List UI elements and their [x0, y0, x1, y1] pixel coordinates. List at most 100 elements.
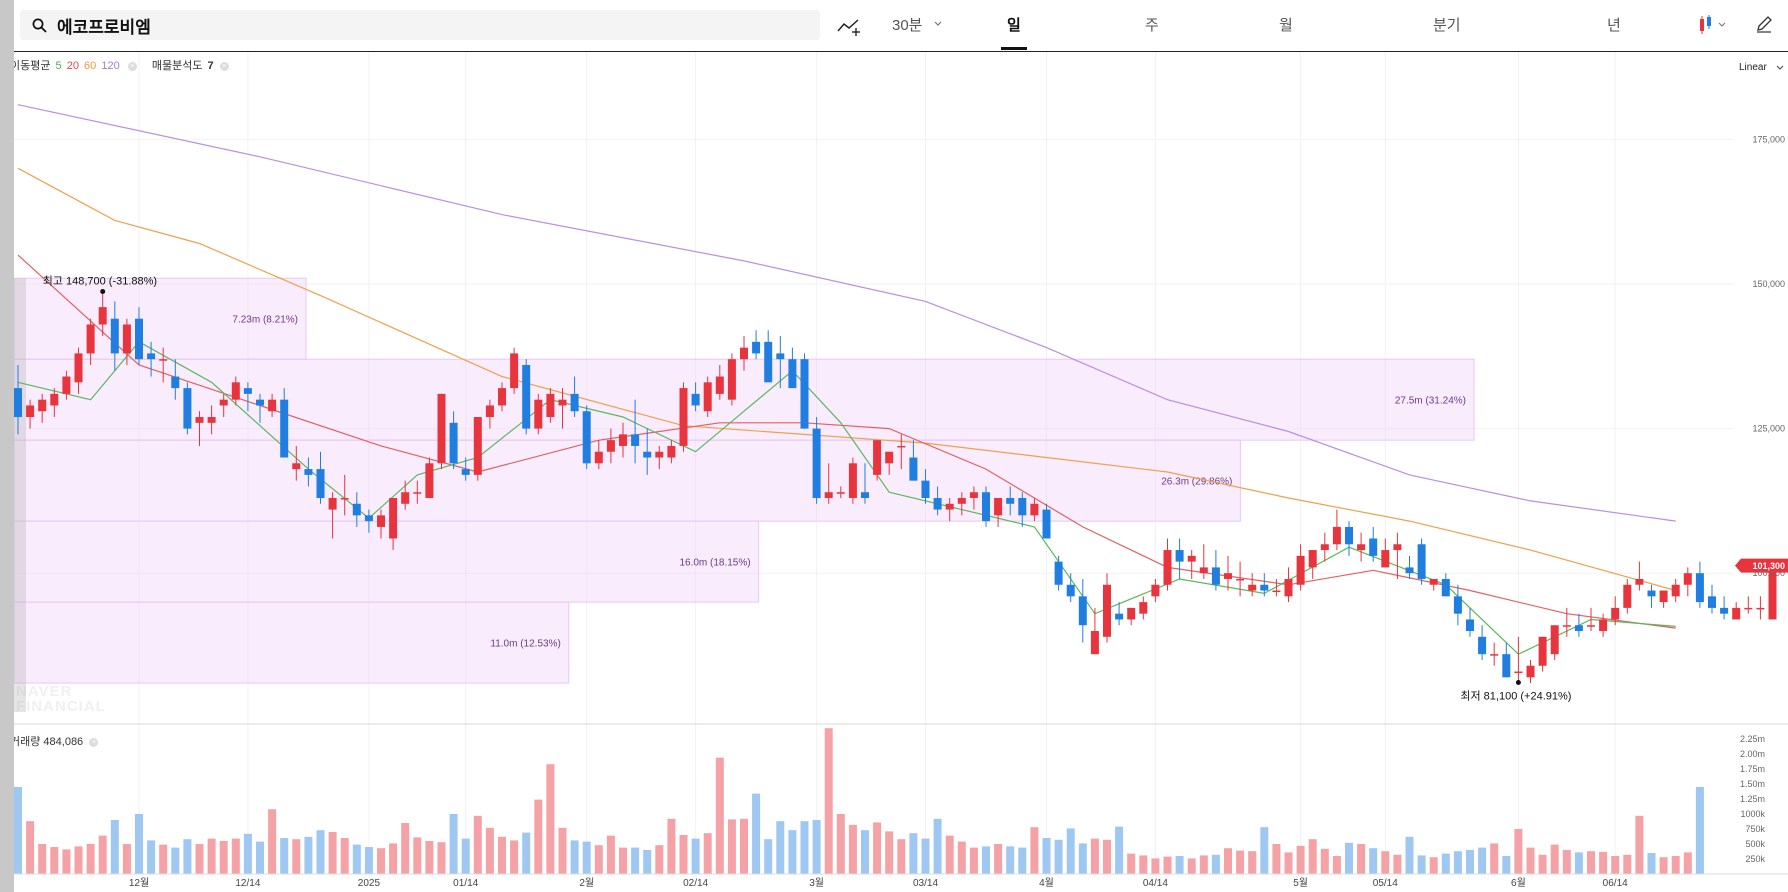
- candle-body: [1320, 544, 1329, 551]
- volume-bar: [1466, 850, 1474, 874]
- scale-chevron-icon[interactable]: [1776, 65, 1784, 71]
- volume-bar: [812, 820, 821, 874]
- remove-vp-icon[interactable]: ×: [219, 61, 229, 71]
- volume-bar: [897, 839, 906, 874]
- candle: [1332, 509, 1341, 551]
- chart-type-icon[interactable]: [1697, 14, 1727, 36]
- interval-select[interactable]: 30분: [892, 17, 923, 34]
- scale-mode[interactable]: Linear: [1739, 62, 1767, 73]
- volume-bar: [1683, 852, 1692, 874]
- candle: [1417, 538, 1426, 585]
- candle-body: [50, 393, 59, 406]
- candle: [86, 318, 95, 365]
- candle: [207, 405, 216, 435]
- volume-bar: [231, 838, 240, 874]
- candle-body: [38, 399, 47, 412]
- candle-body: [1490, 654, 1499, 656]
- candle-body: [1054, 561, 1063, 585]
- volume-axis-tick-label: 2.00m: [1740, 749, 1765, 759]
- candle: [437, 393, 446, 470]
- candle-body: [1308, 550, 1317, 568]
- volume-bar: [1562, 850, 1571, 874]
- tab-year[interactable]: 년: [1607, 17, 1621, 34]
- ma-5-value: 5: [55, 60, 62, 72]
- volume-bar: [1115, 826, 1124, 874]
- edit-pencil-icon[interactable]: [1754, 14, 1774, 34]
- volume-bar: [437, 842, 446, 874]
- volume-bar: [1453, 851, 1462, 874]
- candle-body: [1695, 573, 1704, 603]
- candle: [1502, 642, 1511, 678]
- candle-body: [606, 440, 615, 452]
- candle: [1078, 578, 1087, 643]
- volume-bar: [1139, 855, 1148, 874]
- candle: [62, 370, 71, 400]
- candle: [873, 440, 882, 481]
- volume-bar: [122, 844, 131, 874]
- tab-day[interactable]: 일: [1001, 14, 1027, 50]
- volume-bar: [1393, 854, 1402, 874]
- candle-body: [1683, 573, 1692, 585]
- candle: [994, 498, 1003, 527]
- candle-body: [1030, 503, 1039, 516]
- candle-body: [969, 492, 978, 498]
- x-axis-tick-label: 5월: [1293, 877, 1308, 889]
- candle: [1538, 636, 1547, 672]
- candle-body: [1006, 498, 1015, 504]
- volume-bar: [425, 841, 434, 874]
- candle-body: [1139, 602, 1148, 614]
- remove-volume-icon[interactable]: ×: [89, 737, 99, 747]
- volume-bar: [715, 757, 724, 874]
- candle: [848, 457, 857, 504]
- candle: [473, 417, 482, 481]
- candle: [594, 440, 603, 470]
- candle-body: [1756, 607, 1765, 610]
- chevron-down-icon[interactable]: [934, 21, 942, 27]
- candle-body: [1332, 526, 1341, 545]
- candle: [401, 480, 410, 510]
- last-price-value: 101,300: [1752, 561, 1785, 571]
- candle: [1550, 625, 1559, 660]
- candle-body: [800, 359, 809, 429]
- y-axis-tick-label: 100,000: [1752, 568, 1785, 578]
- volume-bar: [1357, 844, 1366, 874]
- candle: [1526, 659, 1535, 684]
- volume-bar: [1090, 838, 1099, 874]
- drawing-tool-icon[interactable]: [836, 16, 862, 36]
- volume-bar: [195, 844, 204, 874]
- price-chart[interactable]: 7.23m (8.21%) 27.5m (31.24%) 26.3m (29.86%…: [14, 0, 1788, 892]
- tab-month[interactable]: 월: [1279, 17, 1293, 34]
- candle: [1115, 602, 1124, 626]
- candle-body: [195, 417, 204, 423]
- volume-bar: [1199, 855, 1208, 874]
- volume-axis-tick-label: 1.75m: [1740, 764, 1765, 774]
- tab-quarter[interactable]: 분기: [1433, 17, 1461, 34]
- candle: [183, 382, 192, 435]
- candle-body: [292, 463, 301, 470]
- candle: [1151, 578, 1160, 603]
- search-query[interactable]: 에코프로비엠: [57, 17, 151, 37]
- x-axis-tick-label: 02/14: [683, 878, 708, 889]
- ma-60-line: [17, 167, 1676, 592]
- candle: [1732, 602, 1741, 620]
- tab-week[interactable]: 주: [1145, 17, 1159, 34]
- volume-bar: [1042, 838, 1051, 874]
- candle-body: [74, 353, 83, 383]
- candle: [522, 359, 531, 435]
- candle-body: [364, 515, 373, 522]
- volume-bar: [1599, 851, 1608, 874]
- candle-body: [945, 503, 954, 510]
- candle: [727, 353, 736, 406]
- candle-body: [752, 341, 761, 354]
- candle-body: [1587, 625, 1595, 627]
- volume-bar: [933, 818, 942, 874]
- candle: [534, 393, 543, 435]
- volume-bar: [522, 832, 531, 874]
- remove-ma-icon[interactable]: ×: [127, 61, 137, 71]
- candle-body: [1199, 567, 1208, 574]
- candle: [1756, 596, 1765, 620]
- candle: [1611, 596, 1620, 626]
- search-box[interactable]: 에코프로비엠: [20, 10, 820, 40]
- candle-body: [1744, 607, 1753, 610]
- volume-bar: [1211, 854, 1220, 874]
